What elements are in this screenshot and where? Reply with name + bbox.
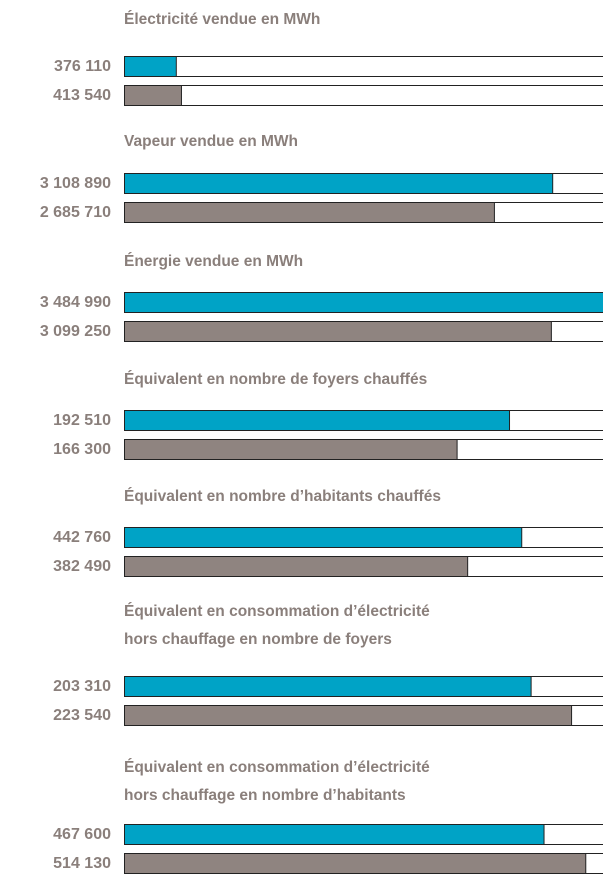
value-label: 382 490 <box>53 558 111 575</box>
value-label: 467 600 <box>53 826 111 843</box>
value-label: 2 685 710 <box>40 204 111 221</box>
bar-frame <box>124 85 603 106</box>
value-label: 376 110 <box>54 58 111 75</box>
value-label: 166 300 <box>53 441 111 458</box>
bar <box>124 202 495 223</box>
bar <box>124 676 532 697</box>
bar <box>124 56 177 77</box>
chart-title: hors chauffage en nombre de foyers <box>124 631 392 648</box>
value-label: 223 540 <box>53 707 111 724</box>
value-label: 192 510 <box>53 412 111 429</box>
value-label: 514 130 <box>53 855 111 872</box>
bar <box>124 853 587 874</box>
bar <box>124 410 511 431</box>
bar <box>124 321 552 342</box>
chart-title: hors chauffage en nombre d’habitants <box>124 787 406 804</box>
value-label: 442 760 <box>53 529 111 546</box>
chart-title: Électricité vendue en MWh <box>124 11 320 28</box>
bar <box>124 85 182 106</box>
bar <box>124 824 545 845</box>
bar <box>124 292 603 313</box>
chart-title: Équivalent en nombre de foyers chauffés <box>124 371 427 388</box>
value-label: 203 310 <box>53 678 111 695</box>
chart-title: Équivalent en nombre d’habitants chauffé… <box>124 488 441 505</box>
bar <box>124 173 554 194</box>
value-label: 3 484 990 <box>40 294 111 311</box>
chart-title: Équivalent en consommation d’électricité <box>124 603 430 620</box>
chart-title: Énergie vendue en MWh <box>124 253 303 270</box>
bar <box>124 439 458 460</box>
bar-frame <box>124 56 603 77</box>
bar <box>124 705 573 726</box>
value-label: 3 108 890 <box>40 175 111 192</box>
bar <box>124 556 469 577</box>
chart-title: Vapeur vendue en MWh <box>124 133 298 150</box>
bar <box>124 527 523 548</box>
value-label: 413 540 <box>53 87 111 104</box>
chart-title: Équivalent en consommation d’électricité <box>124 759 430 776</box>
value-label: 3 099 250 <box>40 323 111 340</box>
